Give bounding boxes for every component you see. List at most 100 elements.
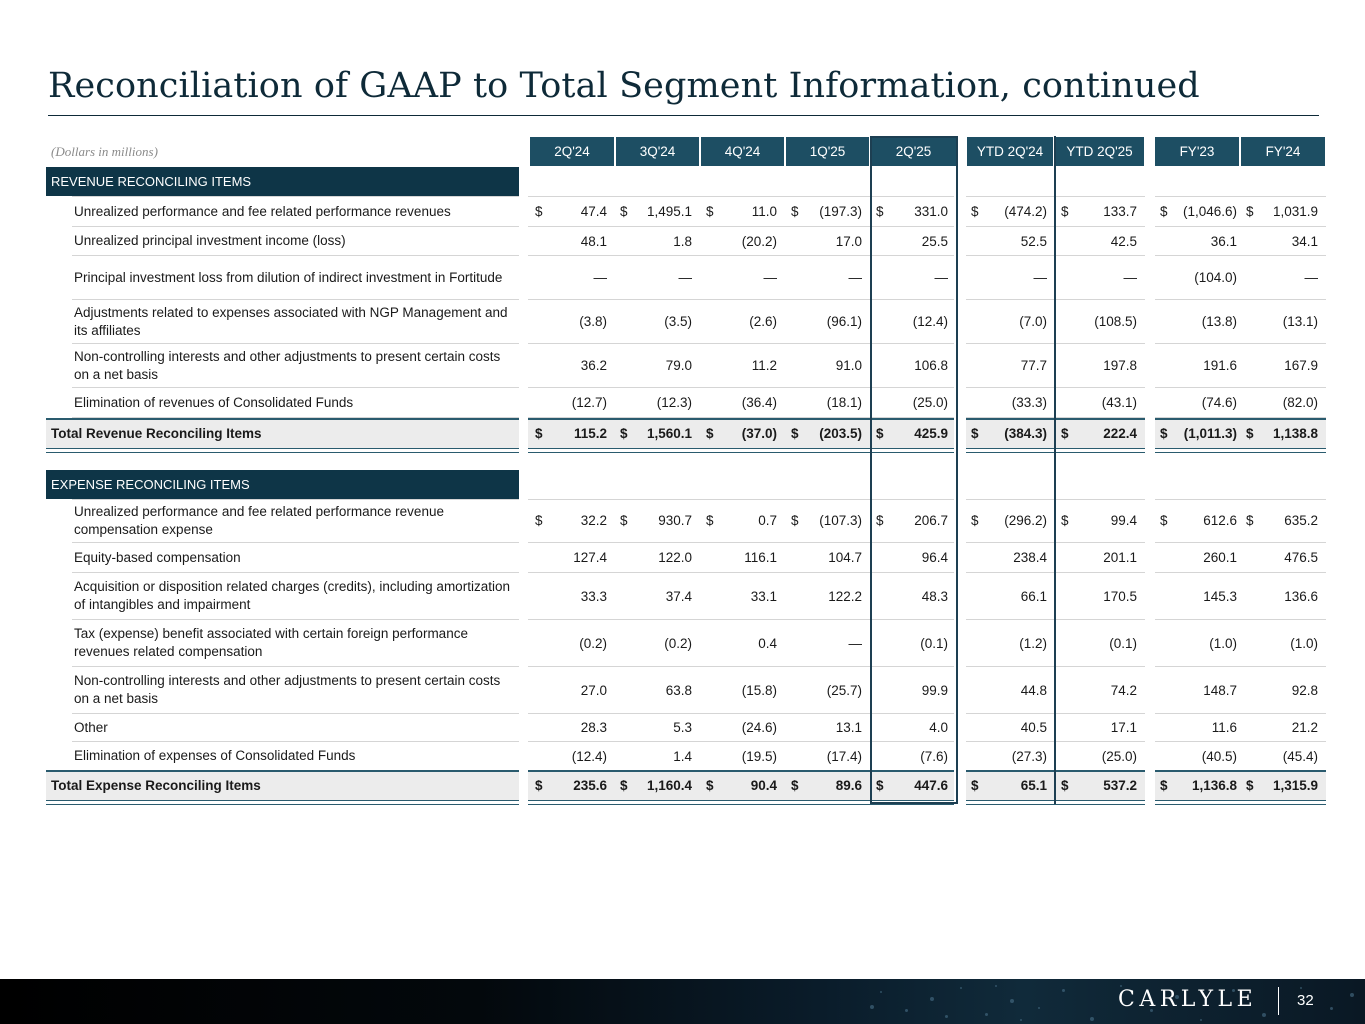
value-cell: 127.4 <box>573 550 607 565</box>
row-divider <box>72 499 519 500</box>
currency-symbol: $ <box>971 426 979 441</box>
value-cell: (45.4) <box>1282 748 1318 764</box>
row-divider <box>528 417 954 418</box>
total-rule-bottom <box>1155 452 1326 453</box>
column-header: 3Q'24 <box>616 137 699 166</box>
value-cell: 63.8 <box>665 682 692 698</box>
column-header: FY'23 <box>1155 137 1239 166</box>
row-divider <box>528 299 954 300</box>
value-cell: 930.7 <box>658 513 692 528</box>
row-label: Unrealized performance and fee related p… <box>74 203 451 219</box>
column-header: 1Q'25 <box>786 137 869 166</box>
row-divider <box>72 542 519 543</box>
table-row: Unrealized performance and fee related p… <box>0 499 1365 542</box>
footer-texture-dot <box>995 985 997 987</box>
total-rule-top <box>1155 770 1326 772</box>
total-row-shading <box>46 419 519 448</box>
total-rule-bottom <box>1155 800 1326 801</box>
footer-texture-dot <box>930 997 934 1001</box>
currency-symbol: $ <box>971 778 979 793</box>
footer-texture-dot <box>1120 985 1122 987</box>
value-cell: (33.3) <box>1011 395 1047 410</box>
row-divider <box>528 196 954 197</box>
value-cell: (25.0) <box>1101 748 1137 764</box>
value-cell: 476.5 <box>1284 550 1318 565</box>
value-cell: (474.2) <box>1004 204 1047 219</box>
total-rule-bottom <box>528 448 954 449</box>
currency-symbol: $ <box>706 204 714 219</box>
footer-texture-dot <box>1175 995 1179 999</box>
footer-band <box>0 979 1365 1024</box>
currency-symbol: $ <box>791 778 799 793</box>
currency-symbol: $ <box>1246 204 1254 219</box>
row-divider <box>1155 666 1326 667</box>
value-cell: — <box>593 270 608 285</box>
currency-symbol: $ <box>1160 204 1168 219</box>
currency-symbol: $ <box>1061 204 1069 219</box>
value-cell: 115.2 <box>573 426 607 441</box>
row-divider <box>1155 499 1326 500</box>
value-cell: (7.6) <box>920 748 948 764</box>
currency-symbol: $ <box>1061 426 1069 441</box>
footer-texture-dot <box>1020 1019 1022 1021</box>
row-divider <box>528 619 954 620</box>
row-label: Total Expense Reconciling Items <box>51 777 261 793</box>
footer-texture-dot <box>1350 993 1354 997</box>
value-cell: (18.1) <box>826 395 862 410</box>
row-divider <box>1155 572 1326 573</box>
total-rule-bottom <box>46 452 519 453</box>
currency-symbol: $ <box>1160 426 1168 441</box>
value-cell: 25.5 <box>921 233 948 249</box>
row-divider <box>72 299 519 300</box>
row-divider <box>72 619 519 620</box>
value-cell: 33.1 <box>750 588 777 604</box>
value-cell: (25.0) <box>912 395 948 410</box>
row-divider <box>528 741 954 742</box>
value-cell: (13.1) <box>1282 314 1318 329</box>
table-row: Unrealized principal investment income (… <box>0 227 1365 255</box>
column-header: FY'24 <box>1241 137 1325 166</box>
value-cell: 0.4 <box>758 635 777 651</box>
value-cell: 167.9 <box>1284 358 1318 373</box>
row-divider <box>1155 741 1326 742</box>
value-cell: 447.6 <box>914 778 948 793</box>
value-cell: 1,138.8 <box>1272 426 1318 441</box>
table-row: Elimination of expenses of Consolidated … <box>0 742 1365 770</box>
column-header: 2Q'25 <box>871 137 956 166</box>
row-divider <box>1155 226 1326 227</box>
currency-symbol: $ <box>971 204 979 219</box>
row-divider <box>72 572 519 573</box>
row-label: Total Revenue Reconciling Items <box>51 425 262 441</box>
value-cell: (37.0) <box>741 426 777 441</box>
row-divider <box>72 713 519 714</box>
table-row: Equity-based compensation 127.4 122.0 116.1… <box>0 543 1365 572</box>
total-row-shading <box>46 771 519 800</box>
value-cell: 1,560.1 <box>646 426 692 441</box>
value-cell: (19.5) <box>741 748 777 764</box>
currency-symbol: $ <box>876 778 884 793</box>
value-cell: (27.3) <box>1011 748 1047 764</box>
row-divider <box>72 196 519 197</box>
value-cell: 66.1 <box>1020 588 1047 604</box>
currency-symbol: $ <box>1160 778 1168 793</box>
currency-symbol: $ <box>620 778 628 793</box>
table-row: Elimination of revenues of Consolidated … <box>0 388 1365 417</box>
value-cell: (0.1) <box>1109 635 1137 651</box>
value-cell: 0.7 <box>758 513 777 528</box>
row-label: Elimination of expenses of Consolidated … <box>74 748 356 763</box>
table-row: Non-controlling interests and other adju… <box>0 667 1365 713</box>
currency-symbol: $ <box>791 426 799 441</box>
value-cell: 17.1 <box>1110 720 1137 735</box>
value-cell: 133.7 <box>1103 204 1137 219</box>
value-cell: (1.0) <box>1290 635 1318 651</box>
value-cell: (1.0) <box>1209 635 1237 651</box>
value-cell: 21.2 <box>1291 720 1318 735</box>
value-cell: (12.3) <box>656 395 692 410</box>
currency-symbol: $ <box>791 513 799 528</box>
value-cell: (2.6) <box>749 314 777 329</box>
value-cell: (0.2) <box>579 635 607 651</box>
currency-symbol: $ <box>1246 426 1254 441</box>
total-rule-top <box>528 418 954 420</box>
row-divider <box>1155 387 1326 388</box>
value-cell: 1,136.8 <box>1191 778 1237 793</box>
